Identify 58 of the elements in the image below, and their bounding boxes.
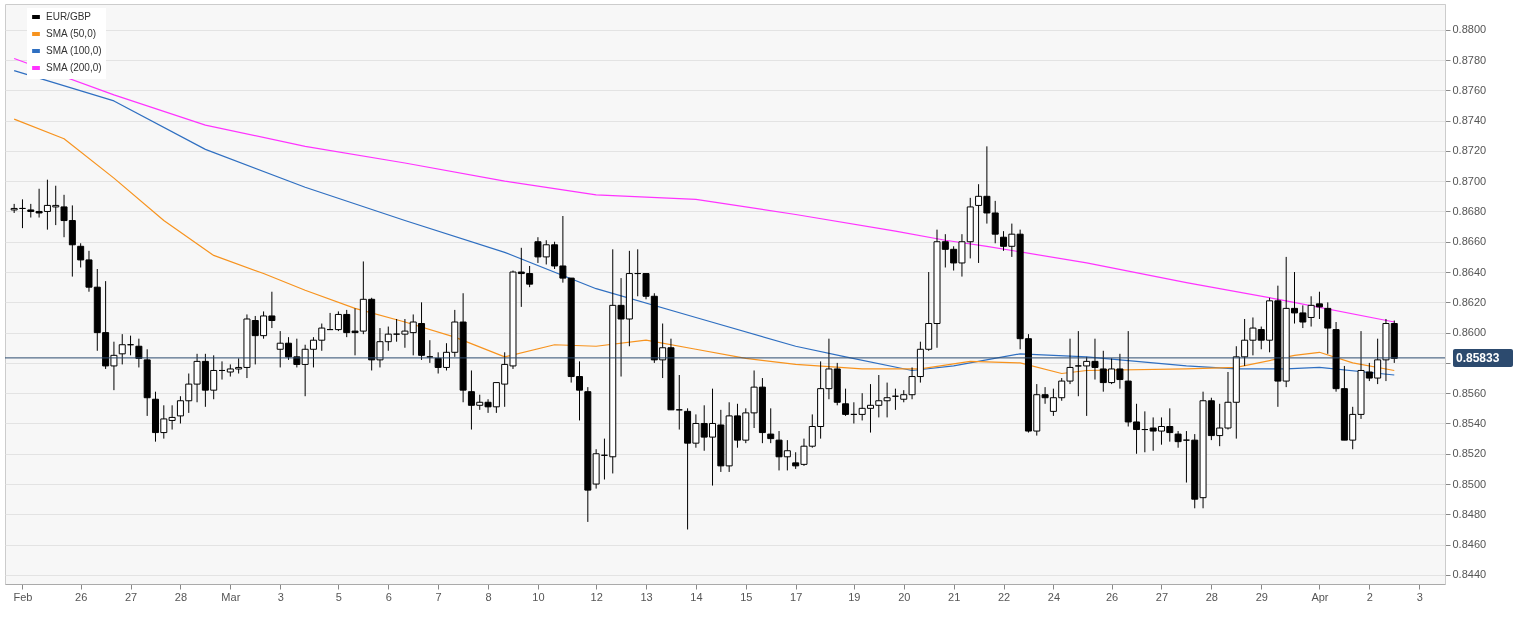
x-tick-label: 7 — [435, 590, 442, 603]
y-tick-label: 0.8760 — [1452, 83, 1487, 96]
x-tick-label: 28 — [174, 590, 188, 603]
x-tick-label: 14 — [690, 590, 703, 603]
y-tick-label: 0.8540 — [1452, 416, 1487, 429]
legend-label: SMA (100,0) — [46, 45, 102, 56]
legend-label: SMA (200,0) — [46, 62, 102, 73]
y-tick-label: 0.8740 — [1452, 114, 1487, 127]
x-tick-label: 6 — [385, 590, 392, 603]
line-series — [13, 118, 1395, 375]
x-tick-label: 19 — [848, 590, 861, 603]
x-tick-label: 17 — [790, 590, 803, 603]
x-tick-label: Feb — [13, 590, 33, 603]
x-tick-label: 26 — [1105, 590, 1119, 603]
x-tick-label: Mar — [221, 590, 241, 603]
x-tick-label: 3 — [277, 590, 284, 603]
legend-label: SMA (50,0) — [46, 28, 97, 39]
x-tick-label: 24 — [1047, 590, 1061, 603]
ref-line-label: 0.85833 — [1456, 350, 1500, 365]
y-tick-label: 0.8720 — [1452, 144, 1487, 157]
y-tick-label: 0.8440 — [1452, 568, 1487, 581]
x-tick-label: 3 — [1416, 590, 1423, 603]
x-tick-label: 8 — [485, 590, 492, 603]
x-tick-label: 26 — [75, 590, 88, 603]
candlestick — [118, 333, 126, 365]
x-tick-label: 28 — [1205, 590, 1218, 603]
y-tick-label: 0.8520 — [1452, 447, 1487, 460]
x-tick-label: 15 — [740, 590, 753, 603]
candlestick — [842, 388, 850, 417]
x-tick-label: 20 — [898, 590, 911, 603]
candlestick — [1324, 301, 1332, 355]
candlestick — [135, 338, 143, 368]
y-tick-label: 0.8620 — [1452, 295, 1487, 308]
x-tick-label: 12 — [590, 590, 603, 603]
y-tick-label: 0.8780 — [1452, 53, 1487, 66]
x-tick-label: 27 — [124, 590, 138, 603]
x-tick-label: 29 — [1255, 590, 1268, 603]
x-tick-label: 22 — [997, 590, 1011, 603]
candlestick — [767, 407, 775, 444]
x-tick-label: 2 — [1366, 590, 1373, 603]
y-tick-label: 0.8480 — [1452, 507, 1487, 520]
x-tick-label: 10 — [532, 590, 545, 603]
candlestick — [1074, 330, 1082, 397]
x-tick-label: 5 — [335, 590, 342, 603]
y-tick-label: 0.8600 — [1452, 326, 1487, 339]
y-tick-label: 0.8500 — [1452, 477, 1487, 490]
x-tick-label: 27 — [1155, 590, 1169, 603]
y-tick-label: 0.8800 — [1452, 23, 1487, 36]
legend-label: EUR/GBP — [46, 11, 92, 22]
y-tick-label: 0.8560 — [1452, 386, 1487, 399]
x-tick-label: 21 — [948, 590, 961, 603]
y-tick-label: 0.8700 — [1452, 174, 1487, 187]
y-tick-label: 0.8460 — [1452, 538, 1487, 551]
x-tick-label: 13 — [640, 590, 653, 603]
y-tick-label: 0.8680 — [1452, 204, 1487, 217]
y-tick-label: 0.8640 — [1452, 265, 1487, 278]
x-tick-label: Apr — [1311, 590, 1329, 603]
y-tick-label: 0.8660 — [1452, 235, 1487, 248]
